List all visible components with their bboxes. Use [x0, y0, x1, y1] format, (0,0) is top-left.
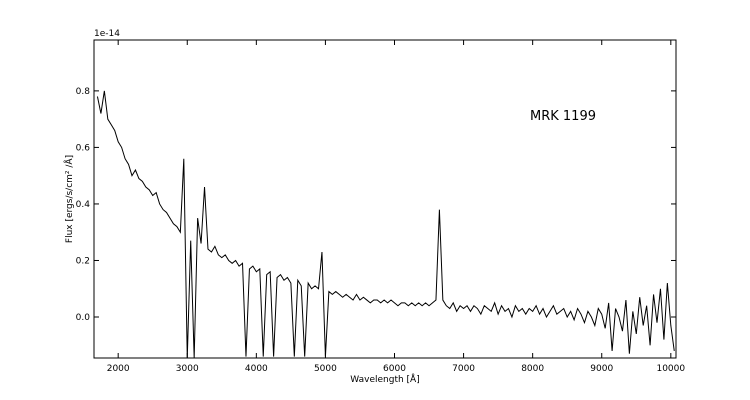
y-tick-label: 0.8	[76, 87, 91, 97]
y-tick-label: 0.4	[76, 200, 91, 210]
y-axis-label: Flux [ergs/s/cm² /Å]	[63, 155, 75, 243]
y-tick-label: 0.0	[76, 313, 91, 323]
x-tick-label: 10000	[656, 364, 685, 374]
plot-frame	[93, 39, 677, 359]
annotation: MRK 1199	[530, 109, 596, 124]
y-offset-label: 1e-14	[94, 29, 120, 39]
x-axis-label: Wavelength [Å]	[350, 373, 419, 385]
x-tick-label: 2000	[107, 364, 130, 374]
x-tick-label: 5000	[314, 364, 337, 374]
x-tick-label: 3000	[176, 364, 199, 374]
x-tick-label: 8000	[521, 364, 544, 374]
x-tick-label: 4000	[245, 364, 268, 374]
spectrum-line	[96, 90, 675, 359]
x-tick-label: 9000	[590, 364, 613, 374]
x-tick-label: 7000	[452, 364, 475, 374]
x-tick-label: 6000	[383, 364, 406, 374]
y-tick-label: 0.2	[76, 256, 90, 266]
y-tick-label: 0.6	[76, 143, 91, 153]
